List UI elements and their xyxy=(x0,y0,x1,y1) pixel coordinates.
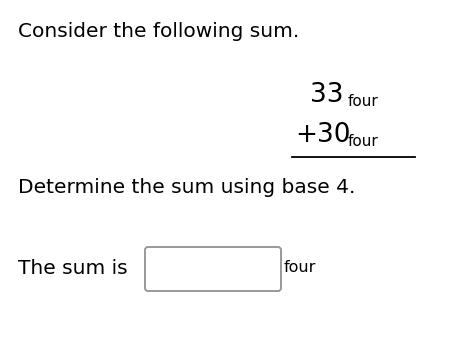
Text: four: four xyxy=(284,261,317,276)
Text: four: four xyxy=(348,94,379,109)
Text: 33: 33 xyxy=(310,82,343,108)
Text: four: four xyxy=(348,134,379,149)
Text: Consider the following sum.: Consider the following sum. xyxy=(18,22,299,41)
FancyBboxPatch shape xyxy=(145,247,281,291)
Text: +30: +30 xyxy=(295,122,351,148)
Text: Determine the sum using base 4.: Determine the sum using base 4. xyxy=(18,178,355,197)
Text: The sum is: The sum is xyxy=(18,259,128,277)
